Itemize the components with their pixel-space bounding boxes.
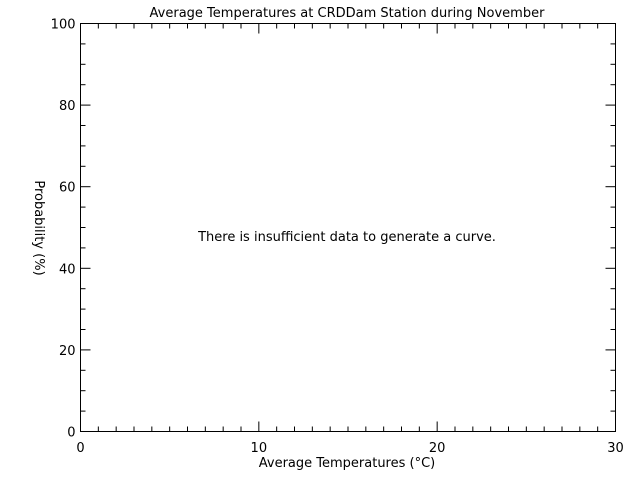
y-tick-label: 60	[59, 181, 76, 196]
axis-ticks	[80, 23, 616, 432]
insufficient-data-annotation: There is insufficient data to generate a…	[197, 230, 496, 245]
y-tick-label: 0	[67, 426, 75, 441]
x-tick-label: 0	[76, 441, 84, 456]
plot-frame	[80, 23, 616, 432]
x-tick-label: 20	[429, 441, 446, 456]
y-tick-label: 20	[59, 344, 76, 359]
x-axis-label: Average Temperatures (°C)	[259, 456, 436, 471]
y-tick-label: 100	[51, 18, 76, 33]
y-tick-label: 40	[59, 262, 76, 277]
y-tick-label: 80	[59, 99, 76, 114]
y-axis-label: Probability (%)	[31, 180, 46, 275]
tick-labels: 0 10 20 30 0 20 40 60 80 100	[51, 18, 624, 457]
x-tick-label: 10	[251, 441, 268, 456]
chart-title: Average Temperatures at CRDDam Station d…	[150, 6, 546, 21]
x-tick-label: 30	[607, 441, 624, 456]
